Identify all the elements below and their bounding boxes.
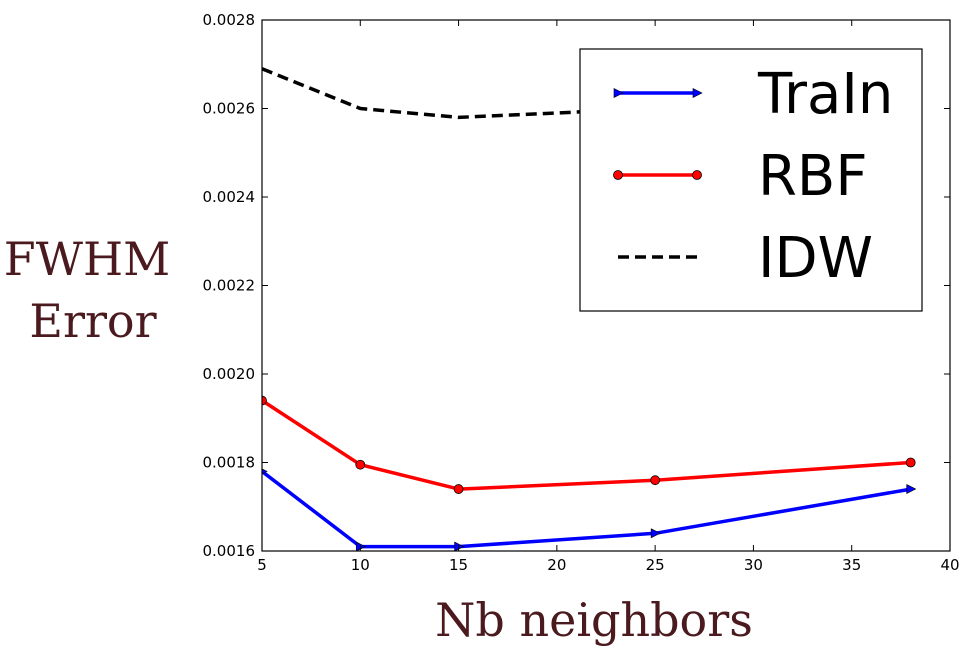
y-tick-label: 0.0024: [203, 188, 256, 206]
x-tick-label: 30: [744, 556, 763, 574]
y-axis-label-line1: FWHM: [4, 232, 170, 286]
y-axis: 0.0016 0.0018 0.0020 0.0022 0.0024 0.0026 0.00…: [203, 11, 950, 560]
y-tick-label: 0.0028: [203, 11, 256, 29]
data-point-rbf: [905, 457, 916, 468]
series-train: [262, 468, 917, 551]
data-point-rbf: [355, 459, 366, 470]
y-axis-label-line2: Error: [29, 294, 156, 348]
legend: TraIn RBF IDW: [613, 62, 893, 291]
y-tick-label: 0.0018: [203, 454, 256, 472]
x-axis-label: Nb neighbors: [435, 593, 753, 647]
legend-entry-train: TraIn: [613, 62, 893, 127]
data-point-train: [906, 484, 917, 495]
legend-marker-rbf: [613, 170, 623, 180]
legend-label-train: TraIn: [757, 62, 893, 127]
x-tick-label: 35: [842, 556, 861, 574]
data-point-rbf: [262, 395, 267, 406]
legend-label-rbf: RBF: [758, 144, 868, 209]
data-point-train: [650, 528, 661, 539]
data-point-rbf: [453, 484, 464, 494]
x-tick-label: 20: [547, 556, 566, 574]
legend-entry-rbf: RBF: [613, 144, 868, 209]
legend-marker-train: [613, 88, 624, 98]
x-tick-label: 15: [449, 556, 468, 574]
y-tick-label: 0.0026: [203, 100, 256, 118]
x-axis: 5 10 15 20 25 30 35 40: [257, 20, 960, 574]
series-rbf: [262, 395, 916, 494]
data-point-rbf: [650, 475, 661, 486]
y-tick-label: 0.0016: [203, 542, 256, 560]
legend-entry-idw: IDW: [618, 226, 873, 291]
x-tick-label: 10: [351, 556, 370, 574]
legend-marker-train: [692, 88, 703, 98]
x-tick-label: 40: [940, 556, 959, 574]
y-tick-label: 0.0020: [203, 365, 256, 383]
series-line-rbf: [262, 399, 911, 491]
legend-label-idw: IDW: [758, 226, 873, 291]
y-tick-label: 0.0022: [203, 277, 256, 295]
x-tick-label: 25: [646, 556, 665, 574]
x-tick-label: 5: [257, 556, 267, 574]
legend-marker-rbf: [692, 170, 702, 180]
